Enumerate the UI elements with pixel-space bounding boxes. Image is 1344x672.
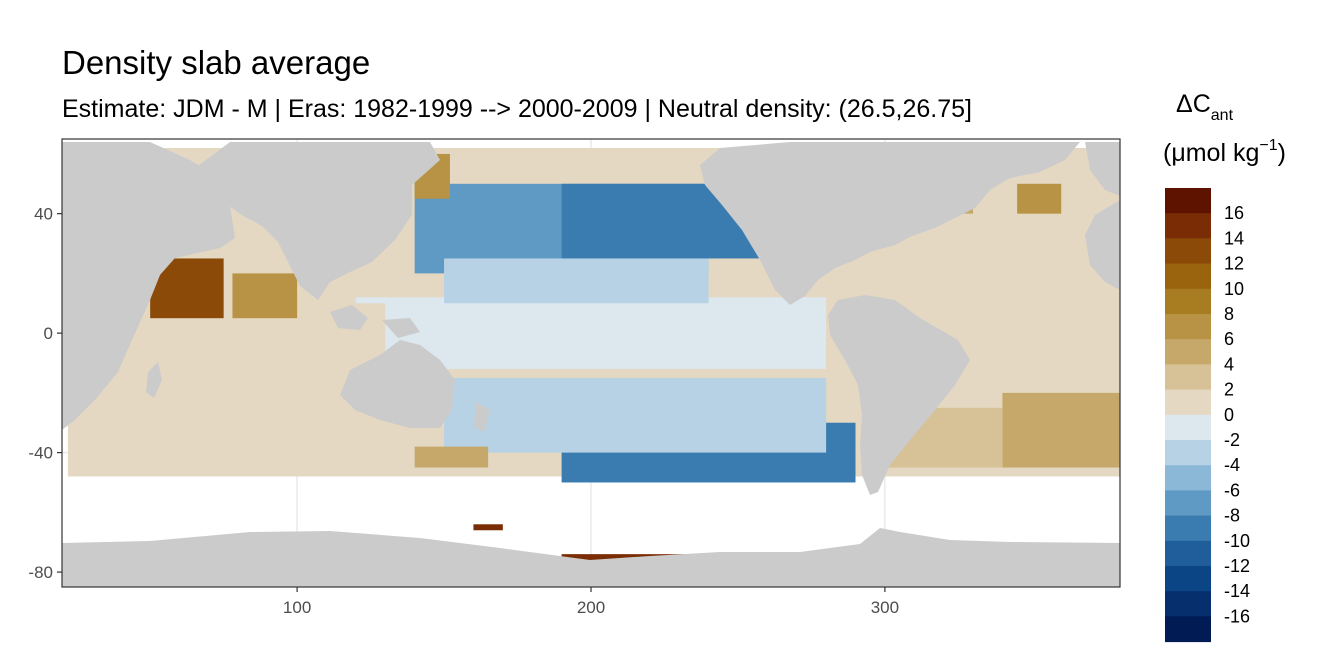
legend-swatch bbox=[1165, 566, 1211, 592]
legend-label: -12 bbox=[1224, 556, 1250, 576]
legend-label: 14 bbox=[1224, 228, 1244, 248]
legend-label: 2 bbox=[1224, 380, 1234, 400]
legend-swatch bbox=[1165, 616, 1211, 643]
x-tick-label: 100 bbox=[283, 598, 311, 617]
landmass-greenland bbox=[1085, 142, 1120, 196]
x-tick-label: 200 bbox=[577, 598, 605, 617]
legend-label: -16 bbox=[1224, 606, 1250, 626]
legend-swatch bbox=[1165, 188, 1211, 214]
landmass-north-america bbox=[700, 142, 1080, 305]
legend-swatch bbox=[1165, 288, 1211, 315]
legend-swatch bbox=[1165, 414, 1211, 441]
legend-swatch bbox=[1165, 238, 1211, 265]
legend-swatch bbox=[1165, 465, 1211, 491]
ocean-region-19 bbox=[473, 524, 503, 531]
legend-swatch bbox=[1165, 490, 1211, 517]
ocean-region-4 bbox=[232, 273, 298, 319]
legend-label: -2 bbox=[1224, 430, 1240, 450]
legend-title-main: ΔC bbox=[1176, 90, 1211, 118]
legend-label: -14 bbox=[1224, 581, 1250, 601]
landmass-madagascar bbox=[146, 362, 162, 398]
landmass-europe-west-africa bbox=[1085, 200, 1120, 290]
legend-label: 4 bbox=[1224, 354, 1234, 374]
legend-units-sup: −1 bbox=[1259, 137, 1277, 154]
landmass-new-zealand bbox=[474, 402, 490, 432]
landmass-eurasia bbox=[190, 142, 440, 300]
legend-swatch bbox=[1165, 314, 1211, 340]
legend-label: 16 bbox=[1224, 203, 1244, 223]
land-mask bbox=[62, 142, 1120, 587]
chart-title: Density slab average bbox=[62, 44, 370, 81]
legend-label: 0 bbox=[1224, 405, 1234, 425]
legend-units: (μmol kg−1) bbox=[1163, 137, 1286, 167]
legend-swatch bbox=[1165, 540, 1211, 567]
legend-units-suffix: ) bbox=[1278, 139, 1286, 167]
y-axis: 40 0 -40 -80 bbox=[28, 205, 62, 582]
legend-swatch bbox=[1165, 213, 1211, 239]
legend-swatch bbox=[1165, 440, 1211, 466]
legend-label: 8 bbox=[1224, 304, 1234, 324]
legend-labels: 16 14 12 10 8 6 4 2 0 -2 -4 -6 -8 -10 -12 -14 -16 bbox=[1224, 203, 1250, 626]
legend-swatch bbox=[1165, 364, 1211, 391]
y-tick-label: -40 bbox=[28, 444, 53, 463]
x-tick-label: 300 bbox=[871, 598, 899, 617]
ocean-region-7 bbox=[444, 258, 709, 304]
legend-label: -4 bbox=[1224, 455, 1240, 475]
y-tick-label: 40 bbox=[34, 205, 53, 224]
landmass-indonesia bbox=[330, 305, 420, 338]
ocean-region-9 bbox=[444, 377, 827, 453]
x-axis: 100 200 300 bbox=[283, 587, 899, 617]
legend-colorbar bbox=[1165, 188, 1211, 643]
chart-subtitle: Estimate: JDM - M | Eras: 1982-1999 --> … bbox=[62, 95, 972, 123]
landmass-australia bbox=[340, 340, 455, 428]
legend-label: 10 bbox=[1224, 279, 1244, 299]
map-panel bbox=[61, 138, 1121, 588]
y-tick-label: 0 bbox=[44, 324, 53, 343]
legend-swatch bbox=[1165, 389, 1211, 416]
y-tick-label: -80 bbox=[28, 563, 53, 582]
legend-swatch bbox=[1165, 339, 1211, 365]
legend-swatch bbox=[1165, 515, 1211, 542]
ocean-region-16 bbox=[1017, 183, 1062, 214]
ocean-region-13 bbox=[914, 213, 1091, 304]
landmass-africa bbox=[62, 142, 235, 430]
legend: ΔCant (μmol kg−1) 16 14 12 10 8 6 4 2 0 -2 -4 -6 -8 -… bbox=[1163, 90, 1286, 643]
legend-label: 12 bbox=[1224, 254, 1244, 274]
legend-swatch bbox=[1165, 591, 1211, 617]
legend-label: 6 bbox=[1224, 329, 1234, 349]
legend-title-sub: ant bbox=[1211, 107, 1234, 124]
legend-label: -10 bbox=[1224, 531, 1250, 551]
legend-units-prefix: (μmol kg bbox=[1163, 139, 1259, 167]
landmass-south-america bbox=[828, 295, 970, 495]
legend-label: -6 bbox=[1224, 480, 1240, 500]
ocean-region-10 bbox=[1002, 392, 1120, 468]
ocean-region-17 bbox=[414, 446, 489, 468]
legend-label: -8 bbox=[1224, 506, 1240, 526]
ocean-region-2 bbox=[120, 303, 386, 468]
legend-swatch bbox=[1165, 263, 1211, 290]
legend-title: ΔCant bbox=[1176, 90, 1234, 124]
landmass-antarctica bbox=[62, 528, 1120, 587]
